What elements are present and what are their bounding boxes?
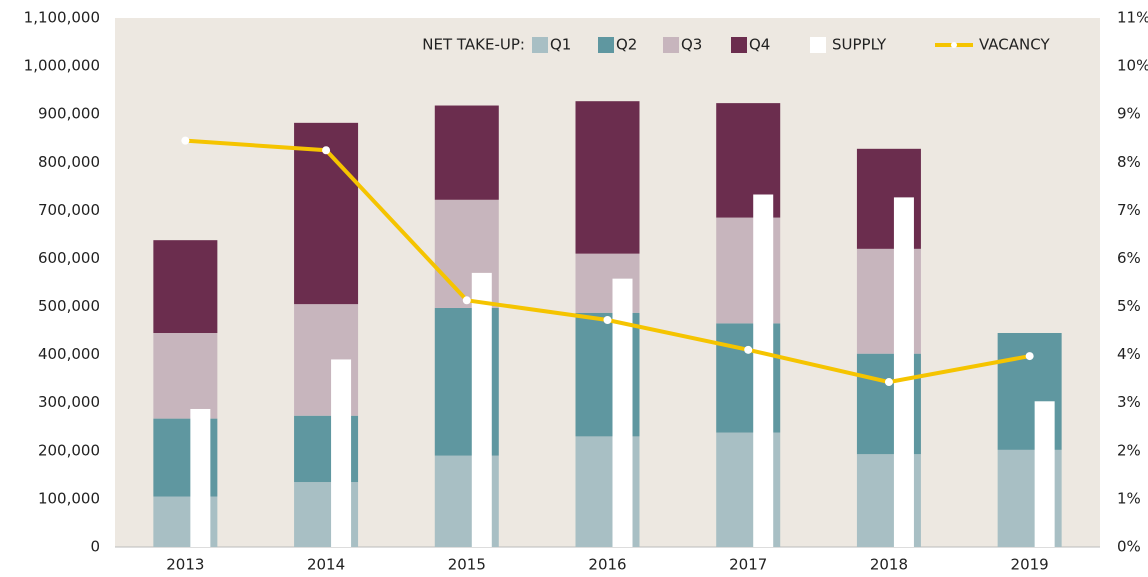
bar-segment (153, 332, 218, 419)
legend-swatch (663, 37, 679, 53)
legend-swatch (598, 37, 614, 53)
y-tick-label: 500,000 (38, 297, 100, 315)
y2-tick-label: 11% (1117, 9, 1148, 27)
legend-label: Q2 (616, 36, 637, 54)
x-tick-label: 2017 (729, 556, 767, 574)
x-tick-label: 2016 (588, 556, 626, 574)
y-tick-label: 1,000,000 (24, 57, 100, 75)
y-tick-label: 900,000 (38, 105, 100, 123)
legend-swatch (810, 37, 826, 53)
legend-swatch-dot (951, 42, 957, 48)
vacancy-point (181, 136, 190, 145)
legend-label: Q4 (749, 36, 770, 54)
x-tick-label: 2018 (870, 556, 908, 574)
legend-swatch (731, 37, 747, 53)
y2-tick-label: 0% (1117, 538, 1141, 556)
vacancy-point (744, 345, 753, 354)
x-tick-label: 2013 (166, 556, 204, 574)
bar-segment (434, 105, 499, 200)
vacancy-point (603, 316, 612, 325)
y2-tick-label: 7% (1117, 201, 1141, 219)
supply-bar (612, 278, 633, 547)
y-tick-label: 800,000 (38, 153, 100, 171)
vacancy-point (1025, 352, 1034, 361)
legend-swatch (532, 37, 548, 53)
vacancy-point (322, 146, 331, 155)
legend-label: Q1 (550, 36, 571, 54)
y-tick-label: 1,100,000 (24, 9, 100, 27)
y-tick-label: 0 (90, 538, 100, 556)
bar-segment (153, 240, 218, 333)
y2-tick-label: 5% (1117, 297, 1141, 315)
bar-segment (575, 101, 640, 254)
legend-label: VACANCY (979, 36, 1050, 54)
y2-tick-label: 10% (1117, 57, 1148, 75)
supply-bar (190, 408, 211, 547)
y2-tick-label: 8% (1117, 153, 1141, 171)
y-tick-label: 400,000 (38, 345, 100, 363)
y2-tick-label: 3% (1117, 393, 1141, 411)
y-tick-label: 700,000 (38, 201, 100, 219)
y2-tick-label: 9% (1117, 105, 1141, 123)
y2-tick-label: 6% (1117, 249, 1141, 267)
y2-tick-label: 4% (1117, 345, 1141, 363)
y-tick-label: 600,000 (38, 249, 100, 267)
x-tick-label: 2015 (448, 556, 486, 574)
y-tick-label: 100,000 (38, 489, 100, 507)
x-tick-label: 2019 (1011, 556, 1049, 574)
y-tick-label: 300,000 (38, 393, 100, 411)
y2-tick-label: 1% (1117, 489, 1141, 507)
legend-label: SUPPLY (832, 36, 887, 54)
y-tick-label: 200,000 (38, 441, 100, 459)
legend-title: NET TAKE-UP: (422, 36, 525, 54)
supply-bar (1034, 401, 1055, 547)
supply-bar (893, 197, 914, 547)
x-tick-label: 2014 (307, 556, 345, 574)
vacancy-point (462, 296, 471, 305)
supply-bar (753, 194, 774, 547)
supply-bar (331, 359, 352, 547)
supply-bar (471, 272, 492, 547)
vacancy-point (884, 378, 893, 387)
y2-tick-label: 2% (1117, 441, 1141, 459)
legend-label: Q3 (681, 36, 702, 54)
